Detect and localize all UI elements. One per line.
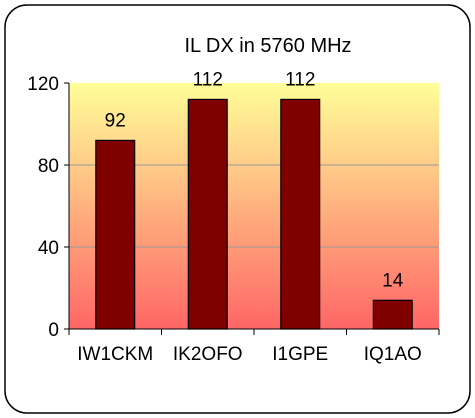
bar-iw1ckm <box>95 139 136 330</box>
y-tick-label: 120 <box>27 74 59 95</box>
data-label: 92 <box>105 110 126 131</box>
bar-iq1ao <box>372 299 413 330</box>
y-tick-label: 0 <box>48 320 59 341</box>
chart-title: IL DX in 5760 MHz <box>184 35 351 57</box>
bars <box>95 98 413 330</box>
y-tick-label: 40 <box>38 238 59 259</box>
x-tick-label: IK2OFO <box>173 344 243 365</box>
bar-ik2ofo <box>187 98 228 330</box>
data-label: 112 <box>193 69 223 90</box>
y-tick-label: 80 <box>38 156 59 177</box>
bar-i1gpe <box>280 98 321 330</box>
x-tick-label: IW1CKM <box>77 344 153 365</box>
data-label: 14 <box>382 270 404 291</box>
tick-labels: 0 40 80 120 IW1CKM IK2OFO I1GPE IQ1AO <box>27 74 421 365</box>
x-tick-label: I1GPE <box>272 344 328 365</box>
x-tick-label: IQ1AO <box>364 344 422 365</box>
data-labels: 92 112 112 14 <box>105 69 404 291</box>
data-label: 112 <box>285 69 315 90</box>
